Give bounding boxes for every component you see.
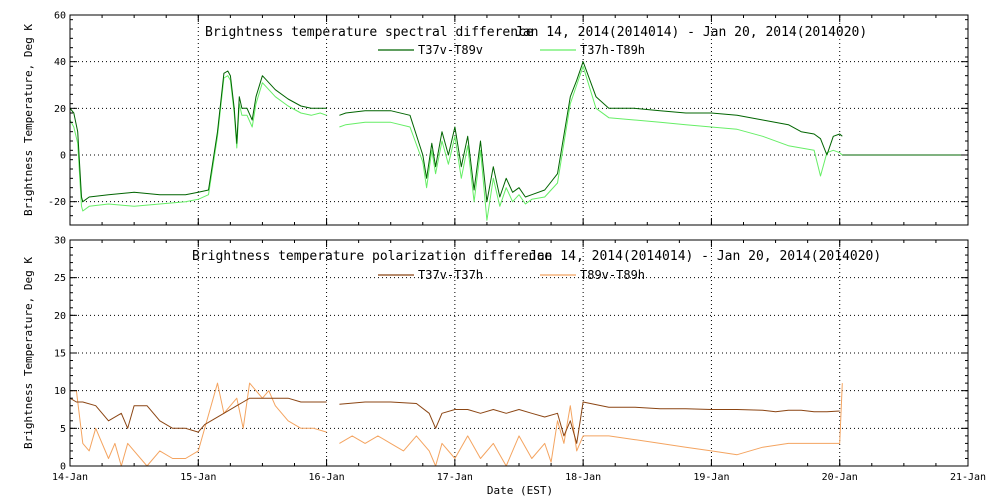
x-axis-ticks (69, 15, 969, 225)
x-axis-label: Date (EST) (487, 484, 553, 497)
grid (70, 240, 968, 466)
legend: T37v-T89v T37h-T89h (378, 43, 645, 57)
y-tick-label: 0 (60, 462, 66, 473)
legend-label-t37h-t89h: T37h-T89h (580, 43, 645, 57)
polarization-difference-panel: 0 5 10 15 20 25 30 14-Jan 15-Jan 16-Jan 17-Jan 18-… (22, 236, 986, 498)
y-tick-label: 20 (54, 311, 66, 322)
y-tick-label: 20 (54, 104, 66, 115)
date-range: Jan 14, 2014(2014014) - Jan 20, 2014(201… (515, 25, 867, 40)
series-line-t37v-t37h (69, 397, 840, 444)
x-tick-label: 19-Jan (693, 472, 729, 483)
y-tick-label: 40 (54, 57, 66, 68)
date-range: Jan 14, 2014(2014014) - Jan 20, 2014(201… (529, 249, 881, 264)
spectral-difference-panel: -20 0 20 40 60 Brightness temperature spectr… (22, 11, 969, 226)
legend: T37v-T37h T89v-T89h (378, 268, 645, 282)
x-tick-label: 17-Jan (437, 472, 473, 483)
x-tick-label: 20-Jan (822, 472, 858, 483)
y-tick-label: 60 (54, 11, 66, 22)
legend-label-t37v-t37h: T37v-T37h (418, 268, 483, 282)
y-axis-label: Brightness Temperature, Deg K (22, 257, 35, 449)
y-tick-label: 25 (54, 273, 66, 284)
chart-title: Brightness temperature spectral differen… (205, 25, 534, 40)
legend-label-t37v-t89v: T37v-T89v (418, 43, 483, 57)
grid (70, 15, 968, 225)
y-tick-label: 5 (60, 424, 66, 435)
series-lines (69, 61, 968, 221)
legend-label-t89v-t89h: T89v-T89h (580, 268, 645, 282)
x-tick-label: 15-Jan (180, 472, 216, 483)
y-tick-label: 30 (54, 236, 66, 247)
y-axis-label: Brightness Temperature, Deg K (22, 24, 35, 216)
y-tick-label: -20 (48, 197, 66, 208)
series-line-t37v-t89v (69, 61, 968, 203)
x-tick-label: 18-Jan (565, 472, 601, 483)
y-tick-label: 15 (54, 349, 66, 360)
x-tick-label: 14-Jan (52, 472, 88, 483)
y-tick-label: 10 (54, 386, 66, 397)
y-tick-label: 0 (60, 151, 66, 162)
y-axis-ticks: -20 0 20 40 60 (48, 11, 968, 226)
series-lines (69, 382, 843, 467)
chart-title: Brightness temperature polarization diff… (192, 249, 552, 264)
series-line-t89v-t89h (70, 382, 843, 467)
x-axis-ticks: 14-Jan 15-Jan 16-Jan 17-Jan 18-Jan 19-Jan 20-J… (52, 240, 986, 483)
x-tick-label: 16-Jan (309, 472, 345, 483)
x-tick-label: 21-Jan (950, 472, 986, 483)
